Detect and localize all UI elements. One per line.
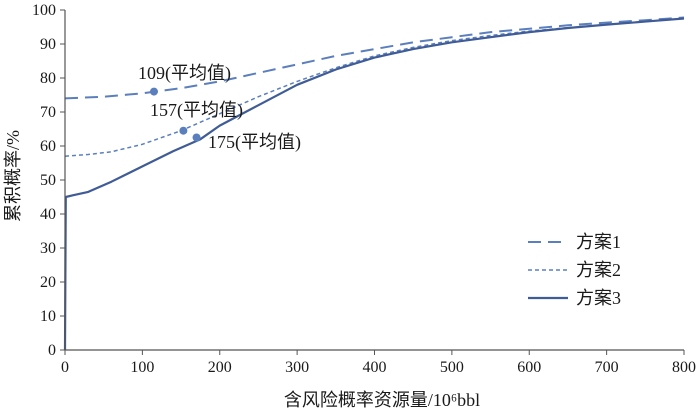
x-tick-label: 500 (440, 359, 464, 376)
x-axis-title: 含风险概率资源量/10⁶bbl (284, 390, 480, 410)
legend-label-series1: 方案1 (576, 232, 621, 252)
y-tick-label: 80 (40, 70, 56, 87)
y-tick-label: 50 (40, 172, 56, 189)
x-tick-label: 800 (672, 359, 696, 376)
x-tick-label: 200 (208, 359, 232, 376)
y-tick-label: 20 (40, 274, 56, 291)
y-tick-label: 40 (40, 206, 56, 223)
x-tick-label: 600 (517, 359, 541, 376)
mean-marker-series1 (149, 87, 158, 96)
x-tick-label: 100 (130, 359, 154, 376)
x-tick-label: 700 (595, 359, 619, 376)
series-line-1 (64, 16, 685, 100)
legend: 方案1 方案2 方案3 (528, 232, 621, 308)
series-layer (63, 16, 685, 351)
annotation-label-series2: 157(平均值) (150, 100, 243, 121)
y-ticks: 0 10 20 30 40 50 60 70 80 90 100 (32, 2, 65, 359)
mean-marker-series2 (179, 126, 188, 135)
y-tick-label: 0 (48, 342, 56, 359)
y-tick-label: 100 (32, 2, 56, 19)
annotation-label-series1: 109(平均值) (138, 63, 231, 84)
y-tick-label: 60 (40, 138, 56, 155)
series-line-3 (63, 17, 685, 351)
x-tick-label: 300 (285, 359, 309, 376)
y-tick-label: 70 (40, 104, 56, 121)
x-tick-label: 400 (363, 359, 387, 376)
series-line-2 (64, 17, 685, 157)
x-tick-label: 0 (61, 359, 69, 376)
annotation-label-series3: 175(平均值) (208, 132, 301, 153)
mean-marker-series3 (192, 133, 201, 142)
y-tick-label: 30 (40, 240, 56, 257)
mean-markers (149, 87, 201, 142)
y-axis-title: 累积概率/% (3, 130, 23, 222)
y-tick-label: 90 (40, 36, 56, 53)
legend-label-series3: 方案3 (576, 288, 621, 308)
x-ticks: 0 100 200 300 400 500 600 700 800 (61, 350, 696, 376)
y-tick-label: 10 (40, 308, 56, 325)
legend-label-series2: 方案2 (576, 260, 621, 280)
